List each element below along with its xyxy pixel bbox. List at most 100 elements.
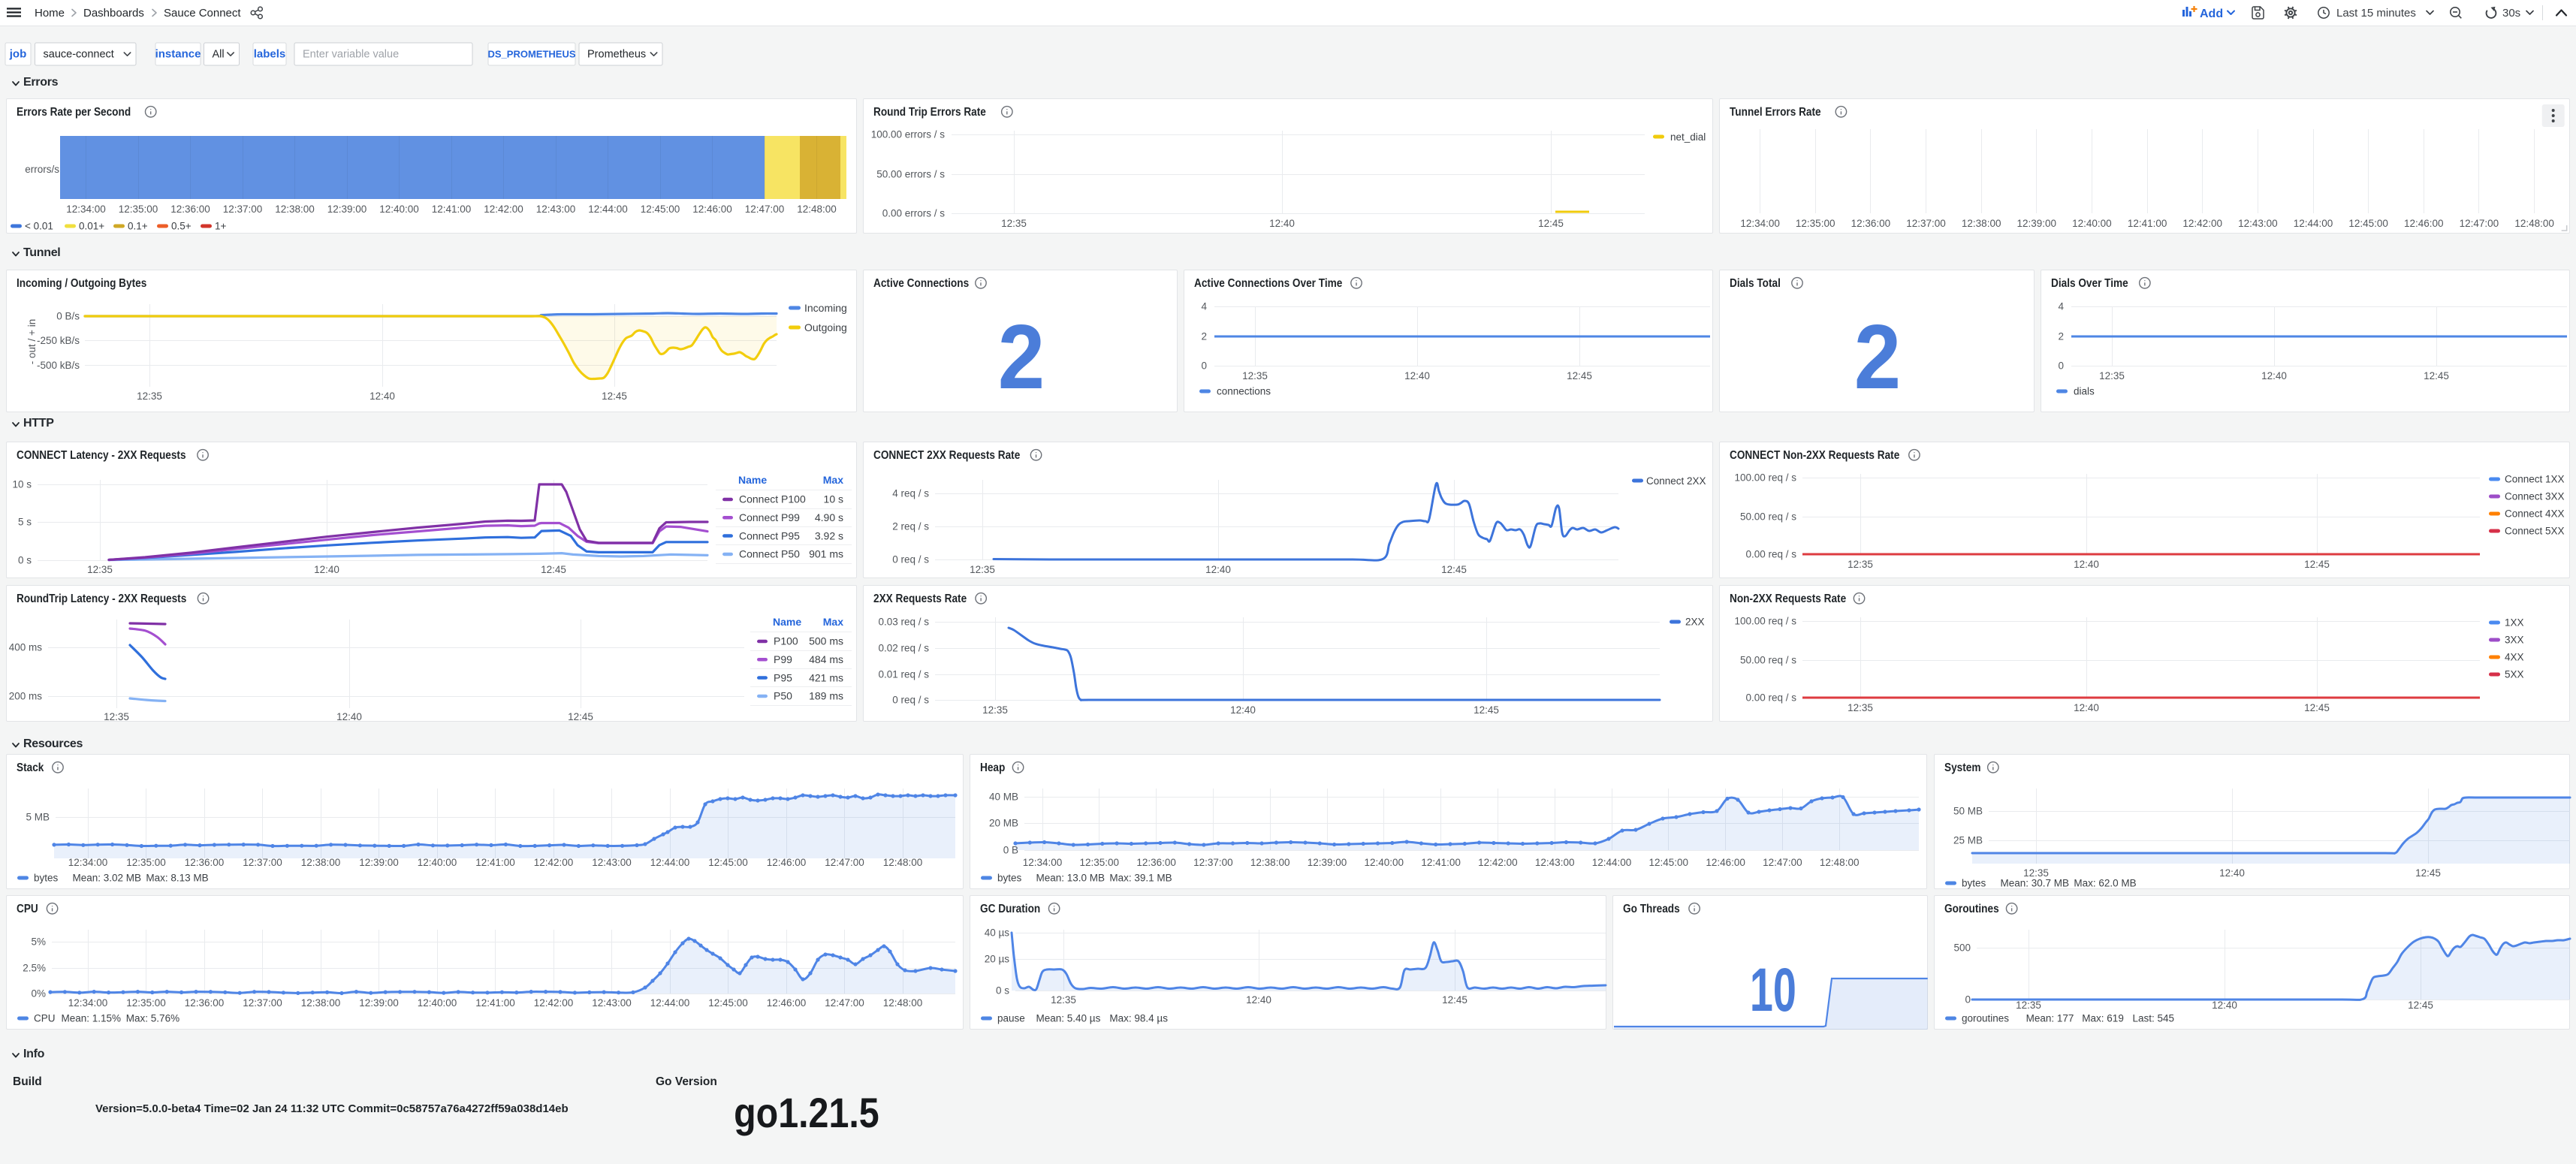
svg-text:12:40:00: 12:40:00: [379, 204, 419, 215]
svg-text:12:37:00: 12:37:00: [243, 857, 282, 868]
svg-text:0.00 errors / s: 0.00 errors / s: [882, 208, 945, 219]
svg-text:Version=5.0.0-beta4 Time=02 Ja: Version=5.0.0-beta4 Time=02 Jan 24 11:32…: [95, 1102, 569, 1115]
svg-text:12:41:00: 12:41:00: [2128, 218, 2167, 229]
svg-text:12:45: 12:45: [2424, 370, 2449, 381]
svg-text:labels: labels: [254, 48, 286, 61]
svg-text:40 MB: 40 MB: [989, 792, 1018, 803]
svg-text:12:40: 12:40: [2212, 1000, 2237, 1011]
svg-text:Last: 545: Last: 545: [2132, 1013, 2174, 1024]
svg-text:12:38:00: 12:38:00: [301, 857, 341, 868]
svg-text:P95: P95: [774, 671, 792, 683]
svg-text:3.92 s: 3.92 s: [815, 529, 843, 541]
svg-text:12:35: 12:35: [2016, 1000, 2041, 1011]
svg-text:12:35:00: 12:35:00: [119, 204, 158, 215]
svg-text:12:34:00: 12:34:00: [1023, 857, 1063, 868]
svg-text:12:40: 12:40: [1269, 218, 1295, 229]
svg-text:Mean: 3.02 MB: Mean: 3.02 MB: [73, 873, 142, 884]
svg-text:12:35: 12:35: [1848, 559, 1873, 570]
svg-text:50.00 req / s: 50.00 req / s: [1740, 511, 1796, 523]
svg-text:12:35: 12:35: [104, 711, 129, 722]
svg-text:Goroutines: Goroutines: [1944, 903, 1999, 915]
svg-text:Mean: 177: Mean: 177: [2026, 1013, 2074, 1024]
svg-text:12:39:00: 12:39:00: [2017, 218, 2057, 229]
svg-text:4 req / s: 4 req / s: [892, 488, 929, 499]
svg-text:12:35: 12:35: [137, 391, 162, 402]
svg-text:12:40: 12:40: [1404, 370, 1430, 381]
svg-text:Dials Total: Dials Total: [1730, 277, 1781, 290]
svg-text:12:42:00: 12:42:00: [484, 204, 523, 215]
svg-text:12:47:00: 12:47:00: [825, 997, 864, 1009]
svg-text:Enter variable value: Enter variable value: [303, 49, 399, 61]
svg-text:Go Threads: Go Threads: [1623, 903, 1680, 915]
svg-text:12:42:00: 12:42:00: [2183, 218, 2223, 229]
svg-text:5XX: 5XX: [2505, 669, 2524, 680]
svg-text:12:36:00: 12:36:00: [1851, 218, 1891, 229]
svg-text:CPU: CPU: [34, 1013, 56, 1024]
svg-text:Add: Add: [2200, 8, 2223, 20]
svg-text:Connect 2XX: Connect 2XX: [1646, 475, 1706, 487]
svg-text:Prometheus: Prometheus: [587, 49, 646, 61]
svg-text:2.5%: 2.5%: [23, 963, 46, 974]
svg-text:189 ms: 189 ms: [809, 690, 843, 702]
svg-text:12:38:00: 12:38:00: [1250, 857, 1290, 868]
svg-text:0%: 0%: [31, 988, 46, 1000]
svg-text:12:42:00: 12:42:00: [534, 997, 574, 1009]
svg-text:12:45: 12:45: [2304, 559, 2330, 570]
svg-text:12:39:00: 12:39:00: [359, 857, 399, 868]
svg-text:instance: instance: [155, 48, 201, 61]
svg-text:12:35: 12:35: [1001, 218, 1027, 229]
svg-text:Max: 8.13 MB: Max: 8.13 MB: [146, 873, 208, 884]
svg-text:12:38:00: 12:38:00: [301, 997, 341, 1009]
svg-text:12:37:00: 12:37:00: [243, 997, 282, 1009]
svg-text:DS_PROMETHEUS: DS_PROMETHEUS: [487, 49, 575, 60]
svg-text:Mean: 30.7 MB: Mean: 30.7 MB: [2000, 878, 2069, 889]
svg-text:100.00 req / s: 100.00 req / s: [1735, 616, 1797, 627]
svg-text:12:46:00: 12:46:00: [767, 857, 807, 868]
svg-text:0 B/s: 0 B/s: [56, 311, 80, 322]
svg-text:12:39:00: 12:39:00: [1308, 857, 1347, 868]
svg-text:20 MB: 20 MB: [989, 818, 1018, 829]
svg-text:901 ms: 901 ms: [809, 548, 843, 560]
svg-text:12:46:00: 12:46:00: [767, 997, 807, 1009]
svg-text:421 ms: 421 ms: [809, 671, 843, 683]
svg-text:Errors Rate per Second: Errors Rate per Second: [17, 106, 131, 119]
svg-text:12:37:00: 12:37:00: [1907, 218, 1947, 229]
svg-text:connections: connections: [1217, 386, 1271, 397]
svg-text:0.00 req / s: 0.00 req / s: [1746, 692, 1797, 704]
svg-text:12:35:00: 12:35:00: [126, 997, 166, 1009]
svg-text:2: 2: [997, 306, 1044, 408]
svg-text:12:46:00: 12:46:00: [2404, 218, 2444, 229]
svg-text:sauce-connect: sauce-connect: [44, 49, 114, 61]
svg-text:12:48:00: 12:48:00: [883, 857, 923, 868]
svg-text:12:40:00: 12:40:00: [418, 997, 457, 1009]
svg-text:12:45: 12:45: [1474, 704, 1499, 716]
svg-text:12:41:00: 12:41:00: [475, 997, 515, 1009]
svg-text:12:40: 12:40: [336, 711, 362, 722]
svg-text:12:42:00: 12:42:00: [1478, 857, 1518, 868]
svg-text:Connect P95: Connect P95: [739, 529, 800, 541]
svg-text:Max: 5.76%: Max: 5.76%: [126, 1013, 179, 1024]
svg-text:12:45: 12:45: [541, 564, 566, 575]
svg-text:Tunnel Errors Rate: Tunnel Errors Rate: [1730, 106, 1821, 119]
svg-text:4XX: 4XX: [2505, 652, 2524, 663]
svg-text:100.00 req / s: 100.00 req / s: [1735, 472, 1797, 484]
svg-text:12:45:00: 12:45:00: [1649, 857, 1689, 868]
svg-text:dials: dials: [2074, 386, 2095, 397]
svg-text:Mean: 13.0 MB: Mean: 13.0 MB: [1036, 873, 1106, 884]
svg-text:Go Version: Go Version: [656, 1075, 717, 1088]
svg-text:CPU: CPU: [17, 903, 38, 915]
svg-text:12:44:00: 12:44:00: [650, 997, 690, 1009]
svg-text:50.00 errors / s: 50.00 errors / s: [876, 169, 945, 180]
svg-text:10 s: 10 s: [824, 493, 843, 505]
svg-text:12:45: 12:45: [1538, 218, 1564, 229]
svg-text:12:45: 12:45: [1441, 564, 1467, 575]
svg-text:1XX: 1XX: [2505, 617, 2524, 629]
svg-text:12:38:00: 12:38:00: [275, 204, 315, 215]
svg-text:12:34:00: 12:34:00: [1741, 218, 1781, 229]
svg-text:12:35:00: 12:35:00: [126, 857, 166, 868]
svg-text:25 MB: 25 MB: [1953, 835, 1982, 846]
svg-text:Last 15 minutes: Last 15 minutes: [2336, 7, 2416, 20]
svg-text:12:45: 12:45: [2415, 867, 2441, 879]
svg-text:12:47:00: 12:47:00: [745, 204, 785, 215]
svg-text:12:45:00: 12:45:00: [708, 857, 748, 868]
